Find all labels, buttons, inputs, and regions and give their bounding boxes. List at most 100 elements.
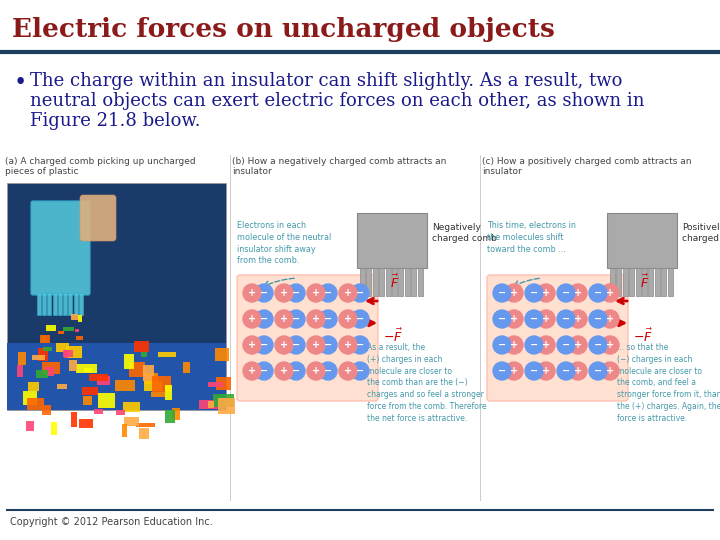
Text: +: + [574,288,582,298]
Polygon shape [66,346,82,359]
FancyBboxPatch shape [610,268,615,296]
Circle shape [505,284,523,302]
FancyBboxPatch shape [45,325,56,331]
FancyBboxPatch shape [74,329,79,332]
Circle shape [557,310,575,328]
FancyBboxPatch shape [58,331,64,334]
Text: −: − [260,366,268,376]
Text: −: − [260,314,268,324]
Text: −: − [594,340,602,350]
FancyBboxPatch shape [607,213,677,268]
Polygon shape [26,421,34,431]
Text: +: + [312,288,320,298]
Circle shape [287,336,305,354]
Text: +: + [542,288,550,298]
Polygon shape [124,417,139,426]
Text: −: − [594,366,602,376]
Text: −: − [324,314,332,324]
Polygon shape [122,424,127,436]
Text: +: + [510,366,518,376]
Text: −: − [530,288,538,298]
FancyBboxPatch shape [78,315,82,322]
Text: −: − [562,288,570,298]
Polygon shape [42,404,51,415]
Polygon shape [18,352,26,365]
Text: Positively
charged comb: Positively charged comb [682,224,720,242]
FancyBboxPatch shape [373,268,378,296]
FancyBboxPatch shape [629,268,634,296]
Text: −: − [292,314,300,324]
Text: (a) A charged comb picking up uncharged
pieces of plastic: (a) A charged comb picking up uncharged … [5,157,196,177]
Text: −: − [562,340,570,350]
Circle shape [537,310,555,328]
Circle shape [319,362,337,380]
Circle shape [493,284,511,302]
Text: +: + [510,288,518,298]
Circle shape [275,310,293,328]
Text: −: − [498,366,506,376]
Text: −: − [356,314,364,324]
Text: Copyright © 2012 Pearson Education Inc.: Copyright © 2012 Pearson Education Inc. [10,517,212,527]
Polygon shape [207,382,223,387]
Circle shape [255,336,273,354]
Polygon shape [151,376,171,392]
Circle shape [255,284,273,302]
Text: +: + [248,314,256,324]
FancyBboxPatch shape [7,183,226,410]
Circle shape [505,362,523,380]
Text: +: + [574,366,582,376]
Polygon shape [71,413,77,427]
Circle shape [493,336,511,354]
FancyBboxPatch shape [623,268,628,296]
Text: −: − [530,340,538,350]
Text: neutral objects can exert electric forces on each other, as shown in: neutral objects can exert electric force… [30,92,644,110]
Text: (b) How a negatively charged comb attracts an
insulator: (b) How a negatively charged comb attrac… [232,157,446,177]
Polygon shape [45,367,54,376]
Polygon shape [165,384,172,400]
Circle shape [339,362,357,380]
Text: $-\vec{F}$: $-\vec{F}$ [383,328,402,345]
Text: +: + [280,288,288,298]
Polygon shape [143,365,154,381]
FancyBboxPatch shape [398,268,403,296]
FancyBboxPatch shape [53,293,57,315]
Circle shape [275,336,293,354]
Polygon shape [158,353,176,356]
FancyBboxPatch shape [661,268,666,296]
Circle shape [243,284,261,302]
Text: −: − [498,340,506,350]
FancyBboxPatch shape [58,293,62,315]
Text: +: + [312,314,320,324]
Text: +: + [344,366,352,376]
FancyBboxPatch shape [667,268,672,296]
Polygon shape [27,382,40,390]
Text: −: − [530,314,538,324]
FancyBboxPatch shape [73,293,78,315]
Polygon shape [23,392,37,406]
Circle shape [307,336,325,354]
Text: +: + [344,288,352,298]
FancyBboxPatch shape [31,201,90,295]
FancyBboxPatch shape [71,314,78,320]
Text: Electrons in each
molecule of the neutral
insulator shift away
from the comb.: Electrons in each molecule of the neutra… [237,221,331,265]
Circle shape [569,310,587,328]
Text: +: + [542,340,550,350]
FancyBboxPatch shape [63,349,73,357]
Text: Electric forces on uncharged objects: Electric forces on uncharged objects [12,17,555,43]
Circle shape [525,310,543,328]
Polygon shape [171,408,180,420]
Circle shape [525,284,543,302]
Polygon shape [144,373,158,384]
FancyBboxPatch shape [482,183,715,410]
FancyBboxPatch shape [360,268,365,296]
FancyBboxPatch shape [616,268,621,296]
Text: +: + [248,340,256,350]
FancyBboxPatch shape [37,293,41,315]
Circle shape [243,336,261,354]
Circle shape [569,362,587,380]
Circle shape [287,284,305,302]
Polygon shape [89,374,108,381]
Text: $-\vec{F}$: $-\vec{F}$ [633,328,653,345]
Text: −: − [324,288,332,298]
Text: ... so that the
(−) charges in each
molecule are closer to
the comb, and feel a
: ... so that the (−) charges in each mole… [617,343,720,423]
